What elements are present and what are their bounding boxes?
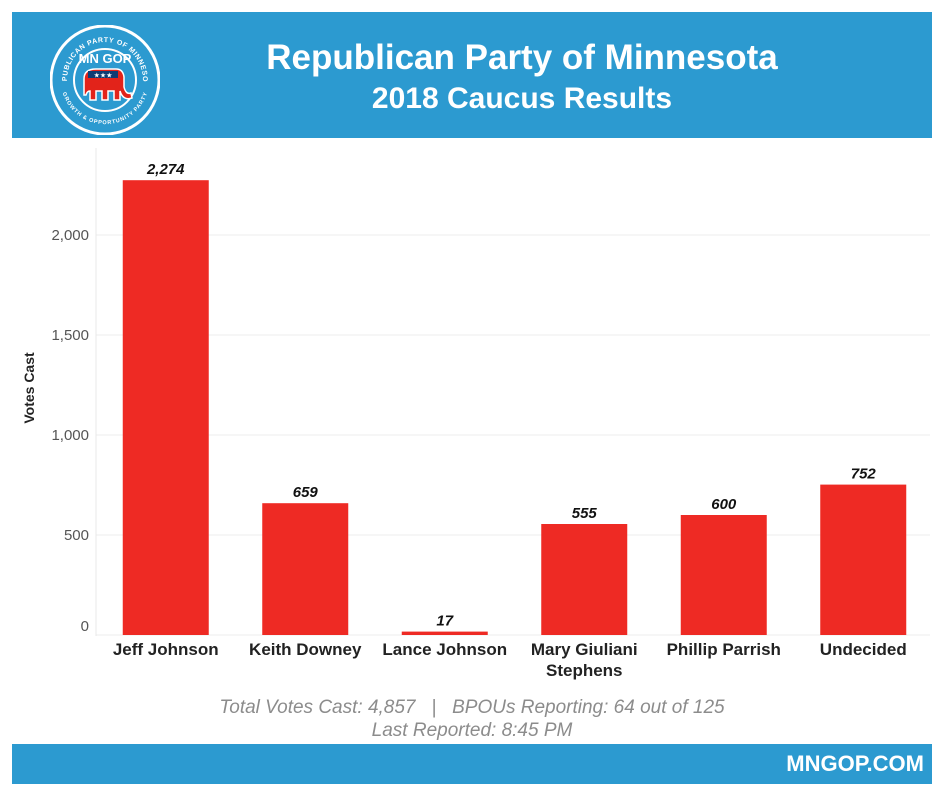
y-axis-title: Votes Cast [21, 352, 37, 424]
data-label: 17 [436, 613, 453, 630]
mngop-logo: REPUBLICAN PARTY OF MINNESOTA GROWTH & O… [50, 25, 160, 135]
page-subtitle: 2018 Caucus Results [371, 82, 673, 115]
gridlines [96, 234, 930, 636]
x-tick-label: Stephens [546, 661, 623, 680]
y-tick-label: 500 [64, 527, 89, 544]
bar [401, 631, 488, 635]
bars [122, 180, 907, 635]
logo-text: MN GOP [79, 51, 132, 66]
y-tick-label: 1,000 [51, 427, 89, 444]
y-tick-label: 2,000 [51, 227, 89, 244]
page-title: Republican Party of Minnesota [266, 38, 778, 77]
x-tick-label: Phillip Parrish [667, 640, 781, 659]
data-label: 659 [293, 484, 319, 501]
y-tick-label: 0 [81, 618, 89, 635]
x-tick-label: Jeff Johnson [113, 640, 219, 659]
data-labels: 2,274 659 17 555 600 752 [146, 161, 876, 629]
x-tick-label: Undecided [820, 640, 907, 659]
x-tick-label: Mary Giuliani [531, 640, 638, 659]
x-axis-labels: Jeff Johnson Keith Downey Lance Johnson Mar… [113, 640, 907, 680]
data-label: 600 [711, 496, 737, 513]
y-axis-ticks: 0 500 1,000 1,500 2,000 [51, 227, 89, 635]
header-banner: REPUBLICAN PARTY OF MINNESOTA GROWTH & O… [12, 12, 932, 138]
y-tick-label: 1,500 [51, 327, 89, 344]
bar [820, 484, 907, 635]
stats-line: Total Votes Cast: 4,857 | BPOUs Reportin… [219, 697, 725, 718]
bar [680, 515, 767, 635]
bar [541, 524, 628, 635]
elephant-icon: ★★★ [83, 68, 133, 101]
data-label: 2,274 [146, 161, 185, 178]
x-tick-label: Lance Johnson [382, 640, 507, 659]
bar-chart: Votes Cast 0 500 1,000 1,500 2,000 2,274 659 1… [21, 148, 930, 680]
svg-text:★★★: ★★★ [94, 72, 113, 80]
data-label: 555 [572, 505, 598, 522]
website-link[interactable]: MNGOP.COM [786, 751, 924, 776]
bar [122, 180, 209, 635]
data-label: 752 [851, 466, 877, 483]
footer-banner: MNGOP.COM [12, 744, 932, 784]
last-reported: Last Reported: 8:45 PM [371, 720, 573, 741]
x-tick-label: Keith Downey [249, 640, 362, 659]
bar [262, 503, 349, 635]
